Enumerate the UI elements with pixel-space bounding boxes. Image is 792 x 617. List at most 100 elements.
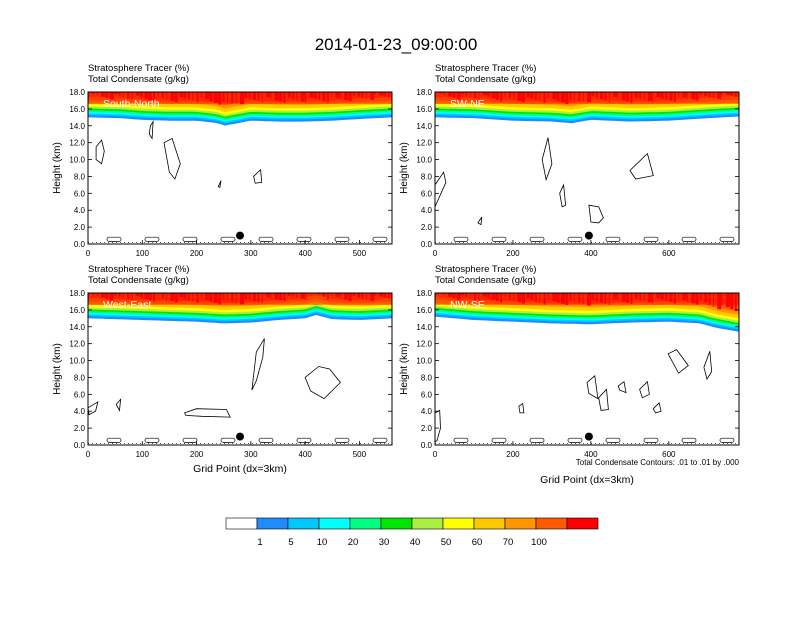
y-axis-label: Height (km)	[52, 343, 63, 395]
condensate-contour	[305, 367, 340, 399]
condensate-contour	[587, 376, 598, 399]
condensate-contour	[599, 389, 609, 410]
condensate-contour-low	[335, 237, 349, 241]
condensate-contour-low	[568, 438, 582, 442]
location-marker	[585, 433, 593, 441]
legend-label: 20	[348, 537, 359, 548]
x-tick-label: 0	[433, 450, 438, 459]
condensate-contour	[668, 350, 688, 374]
x-tick-label: 0	[86, 450, 91, 459]
legend-swatch	[474, 518, 505, 529]
legend-swatch	[350, 518, 381, 529]
y-tick-label: 12.0	[69, 139, 85, 148]
legend-swatch	[412, 518, 443, 529]
y-tick-label: 2.0	[74, 223, 86, 232]
panel-subtitle-condensate: Total Condensate (g/kg)	[435, 275, 536, 286]
condensate-contour	[589, 205, 604, 223]
condensate-contour-low	[644, 438, 658, 442]
legend-label: 10	[317, 537, 328, 548]
condensate-contour-low	[259, 438, 273, 442]
y-tick-label: 18.0	[416, 289, 432, 298]
condensate-contour-low	[492, 237, 506, 241]
panel-label: NW-SE	[450, 299, 485, 311]
x-tick-label: 500	[353, 249, 367, 258]
x-tick-label: 200	[506, 249, 520, 258]
condensate-contour-low	[644, 237, 658, 241]
figure-title: 2014-01-23_09:00:00	[315, 35, 478, 54]
condensate-contour	[653, 403, 661, 413]
panel-west-east: Stratosphere Tracer (%)Total Condensate …	[52, 264, 392, 475]
panel-sw-ne: Stratosphere Tracer (%)Total Condensate …	[399, 63, 739, 258]
x-tick-label: 300	[244, 450, 258, 459]
y-tick-label: 14.0	[416, 323, 432, 332]
y-tick-label: 6.0	[74, 390, 86, 399]
y-tick-label: 12.0	[69, 340, 85, 349]
panel-subtitle-tracer: Stratosphere Tracer (%)	[435, 264, 536, 275]
panel-subtitle-tracer: Stratosphere Tracer (%)	[88, 264, 189, 275]
panel-nw-se: Stratosphere Tracer (%)Total Condensate …	[399, 264, 740, 486]
y-tick-label: 0.0	[421, 441, 433, 450]
condensate-contour	[519, 404, 524, 413]
condensate-contour	[149, 122, 153, 139]
condensate-contour	[96, 140, 104, 164]
condensate-contour	[630, 154, 653, 179]
y-tick-label: 18.0	[69, 289, 85, 298]
y-tick-label: 2.0	[421, 223, 433, 232]
y-tick-label: 16.0	[416, 105, 432, 114]
panel-subtitle-condensate: Total Condensate (g/kg)	[88, 74, 189, 85]
x-tick-label: 200	[190, 450, 204, 459]
condensate-contour	[254, 170, 262, 184]
y-tick-label: 0.0	[74, 441, 86, 450]
condensate-contour-low	[259, 237, 273, 241]
location-marker	[236, 433, 244, 441]
y-tick-label: 10.0	[69, 357, 85, 366]
y-tick-label: 4.0	[74, 206, 86, 215]
legend-label: 1	[257, 537, 262, 548]
x-tick-label: 100	[136, 249, 150, 258]
condensate-contour-low	[335, 438, 349, 442]
y-tick-label: 10.0	[416, 156, 432, 165]
condensate-contour	[252, 339, 265, 391]
y-tick-label: 14.0	[416, 122, 432, 131]
condensate-contour	[478, 217, 482, 225]
condensate-contour-low	[568, 237, 582, 241]
condensate-contour-low	[530, 438, 544, 442]
y-tick-label: 18.0	[416, 88, 432, 97]
x-tick-label: 200	[190, 249, 204, 258]
condensate-contour	[542, 138, 552, 180]
location-marker	[236, 232, 244, 240]
y-tick-label: 4.0	[421, 206, 433, 215]
y-tick-label: 2.0	[74, 424, 86, 433]
x-tick-label: 0	[86, 249, 91, 258]
condensate-contour-low	[221, 438, 235, 442]
condensate-contour	[640, 382, 650, 398]
legend-label: 50	[441, 537, 452, 548]
y-tick-label: 6.0	[421, 390, 433, 399]
condensate-contour-low	[720, 237, 734, 241]
condensate-contour-low	[297, 438, 311, 442]
y-tick-label: 0.0	[74, 240, 86, 249]
condensate-contour-low	[183, 237, 197, 241]
y-tick-label: 18.0	[69, 88, 85, 97]
x-tick-label: 400	[298, 450, 312, 459]
condensate-contour	[435, 410, 441, 441]
y-tick-label: 4.0	[74, 407, 86, 416]
y-tick-label: 4.0	[421, 407, 433, 416]
panel-subtitle-condensate: Total Condensate (g/kg)	[88, 275, 189, 286]
legend-label: 60	[472, 537, 483, 548]
condensate-contour-low	[454, 438, 468, 442]
condensate-contour-low	[107, 438, 121, 442]
condensate-contour-low	[107, 237, 121, 241]
condensate-contour-low	[720, 438, 734, 442]
x-tick-label: 600	[662, 249, 676, 258]
legend-swatch	[288, 518, 319, 529]
legend-swatch	[319, 518, 350, 529]
condensate-contour-low	[454, 237, 468, 241]
y-tick-label: 8.0	[74, 373, 86, 382]
legend-swatch	[381, 518, 412, 529]
y-tick-label: 16.0	[69, 105, 85, 114]
condensate-contour	[560, 185, 566, 207]
condensate-contour-low	[145, 438, 159, 442]
condensate-contour	[218, 181, 221, 188]
